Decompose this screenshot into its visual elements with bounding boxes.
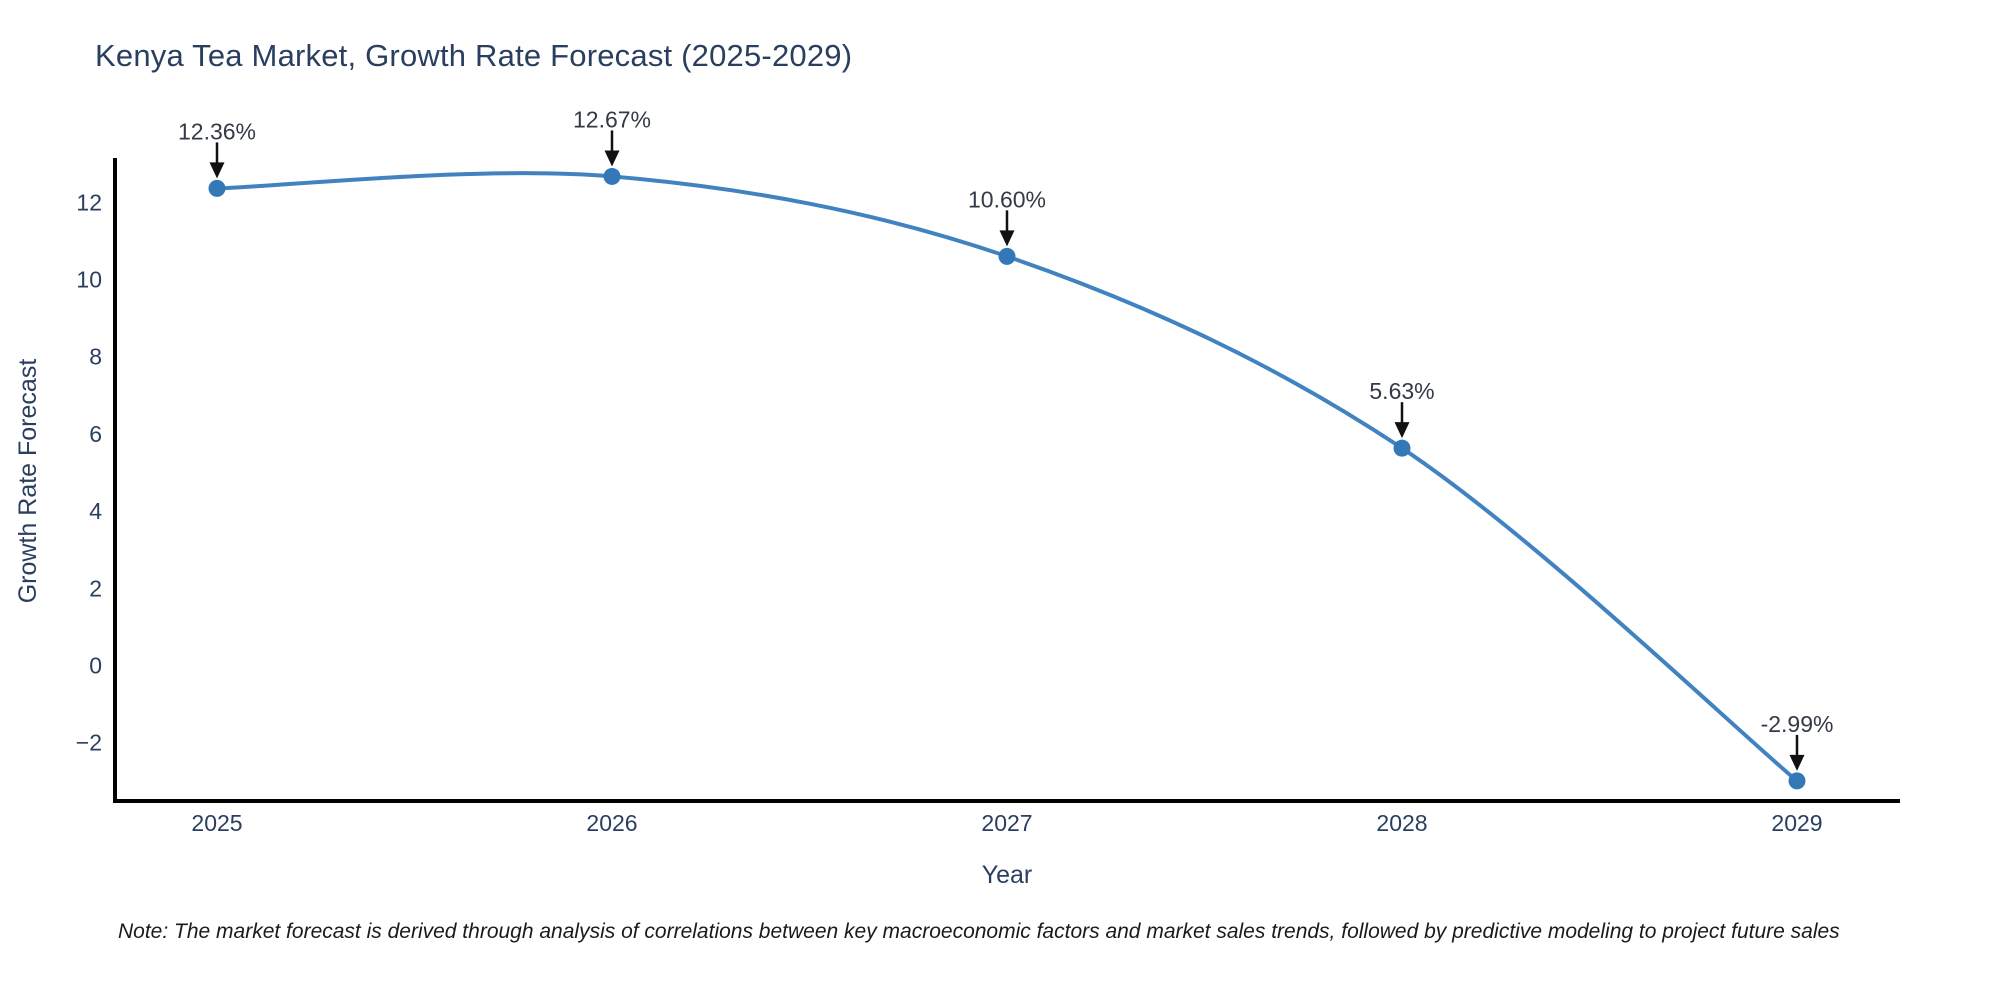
x-tick-label: 2025 bbox=[191, 810, 242, 836]
x-tick-label: 2026 bbox=[586, 810, 637, 836]
y-tick-label: 4 bbox=[89, 498, 102, 524]
chart-title: Kenya Tea Market, Growth Rate Forecast (… bbox=[95, 38, 853, 73]
y-tick-label: 10 bbox=[76, 267, 102, 293]
annotation-arrowhead bbox=[1789, 754, 1805, 771]
annotation-arrowhead bbox=[999, 230, 1015, 247]
data-point-value-label: 12.67% bbox=[573, 106, 651, 132]
x-axis-title: Year bbox=[981, 861, 1033, 889]
y-tick-label: 2 bbox=[89, 575, 102, 601]
data-point-marker bbox=[208, 179, 226, 197]
footnote: Note: The market forecast is derived thr… bbox=[118, 920, 1840, 943]
x-tick-label: 2028 bbox=[1376, 810, 1427, 836]
y-tick-label: 6 bbox=[89, 421, 102, 447]
data-point-marker bbox=[1788, 772, 1806, 790]
data-point-marker bbox=[998, 247, 1016, 265]
y-axis-title: Growth Rate Forecast bbox=[14, 358, 42, 604]
data-point-value-label: 12.36% bbox=[178, 118, 256, 144]
annotation-arrowhead bbox=[1394, 422, 1410, 439]
y-tick-label: −2 bbox=[76, 730, 102, 756]
data-point-value-label: 10.60% bbox=[968, 186, 1046, 212]
data-point-value-label: 5.63% bbox=[1369, 378, 1434, 404]
y-tick-label: 12 bbox=[76, 189, 102, 215]
data-point-value-label: -2.99% bbox=[1761, 711, 1834, 737]
forecast-line bbox=[215, 171, 1799, 783]
data-point-marker bbox=[603, 167, 621, 185]
annotation-arrowhead bbox=[209, 162, 225, 179]
data-point-marker bbox=[1393, 439, 1411, 457]
x-tick-label: 2029 bbox=[1771, 810, 1822, 836]
annotation-arrowhead bbox=[604, 150, 620, 167]
y-tick-label: 8 bbox=[89, 344, 102, 370]
x-tick-label: 2027 bbox=[981, 810, 1032, 836]
y-tick-label: 0 bbox=[89, 653, 102, 679]
